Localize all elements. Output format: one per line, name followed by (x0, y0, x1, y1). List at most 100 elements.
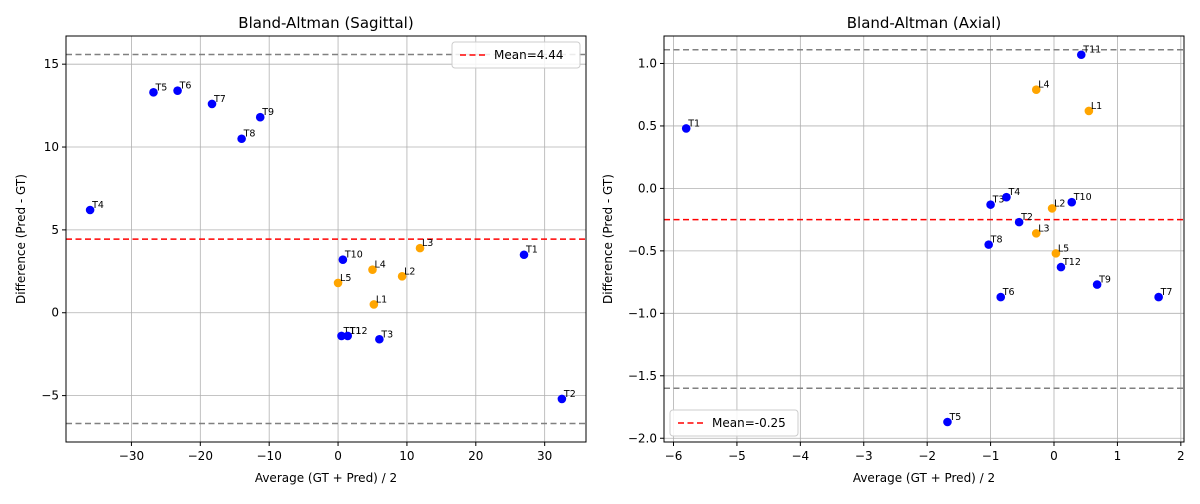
point-label-t4: T4 (91, 200, 104, 211)
point-label-l3: L3 (1038, 223, 1049, 234)
axes-frame (65, 35, 587, 443)
y-tick-label: 0.5 (638, 119, 657, 133)
point-label-l1: L1 (376, 294, 387, 305)
x-tick-label: −5 (728, 449, 746, 463)
x-tick-label: −20 (188, 449, 213, 463)
y-axis-label: Difference (Pred - GT) (601, 174, 615, 304)
point-label-t7: T7 (213, 94, 226, 105)
data-point-t11 (1076, 50, 1086, 60)
data-point-t10 (1067, 197, 1077, 207)
point-label-t8: T8 (990, 235, 1003, 246)
point-label-t7: T7 (1160, 287, 1173, 298)
point-label-t10: T10 (344, 250, 363, 261)
y-tick-label: 0.0 (638, 181, 657, 195)
point-label-t11: T11 (342, 326, 361, 337)
x-axis-label: Average (GT + Pred) / 2 (853, 471, 995, 485)
x-tick-label: −2 (918, 449, 936, 463)
data-point-t2 (557, 394, 567, 404)
data-point-t9 (255, 112, 265, 122)
point-label-l2: L2 (404, 266, 415, 277)
point-label-t12: T12 (1062, 257, 1081, 268)
y-tick-label: 15 (44, 57, 59, 71)
data-point-t8 (237, 134, 246, 144)
point-label-t9: T9 (261, 107, 274, 118)
x-tick-label: 2 (1177, 449, 1185, 463)
point-label-l3: L3 (422, 238, 433, 249)
x-tick-label: 30 (537, 449, 552, 463)
point-label-t4: T4 (1007, 187, 1020, 198)
data-point-l5 (333, 278, 343, 288)
point-label-t10: T10 (1073, 192, 1092, 203)
point-label-l4: L4 (1038, 80, 1049, 91)
data-point-t5 (149, 88, 158, 97)
point-label-t1: T1 (525, 245, 538, 256)
point-label-t12: T12 (349, 326, 368, 337)
data-point-t1 (519, 250, 529, 260)
data-point-l4 (368, 265, 377, 274)
y-tick-label: 10 (44, 140, 59, 154)
data-point-t9 (1092, 280, 1102, 289)
y-tick-label: 1.0 (638, 56, 657, 70)
legend-box (669, 409, 799, 437)
point-label-l5: L5 (1058, 243, 1069, 254)
data-point-l2 (1047, 204, 1057, 213)
point-label-t6: T6 (179, 81, 192, 92)
x-tick-label: −3 (855, 449, 873, 463)
chart-title: Bland-Altman (Axial) (847, 14, 1002, 32)
y-axis-label: Difference (Pred - GT) (14, 174, 28, 304)
data-point-t12 (1056, 262, 1066, 272)
point-label-t6: T6 (1002, 287, 1015, 298)
x-tick-label: −10 (257, 449, 282, 463)
data-point-l4 (1031, 85, 1041, 95)
data-point-t7 (207, 99, 217, 109)
data-point-l3 (415, 243, 425, 253)
x-axis-label: Average (GT + Pred) / 2 (255, 471, 397, 485)
data-point-t7 (1154, 292, 1163, 302)
data-point-l5 (1051, 249, 1061, 258)
y-tick-label: −0.5 (628, 244, 657, 258)
x-tick-label: 1 (1114, 449, 1122, 463)
y-tick-label: −5 (41, 389, 59, 403)
x-tick-label: −1 (982, 449, 1000, 463)
legend: Mean=4.44 (451, 41, 581, 69)
legend: Mean=-0.25 (669, 409, 799, 437)
point-label-t3: T3 (380, 329, 393, 340)
y-tick-label: 0 (51, 306, 59, 320)
legend-label: Mean=4.44 (494, 48, 563, 62)
point-label-t11: T11 (1082, 45, 1101, 56)
y-tick-label: −2.0 (628, 431, 657, 445)
data-point-t4 (1002, 192, 1011, 202)
data-point-t11 (337, 331, 346, 341)
y-tick-label: 5 (51, 223, 59, 237)
point-label-l1: L1 (1091, 101, 1102, 112)
data-point-t1 (681, 124, 691, 133)
data-point-t6 (996, 292, 1006, 302)
data-point-l3 (1031, 229, 1041, 238)
chart-title: Bland-Altman (Sagittal) (238, 14, 413, 32)
data-point-t8 (984, 240, 993, 249)
point-label-t5: T5 (948, 412, 961, 423)
legend-box (451, 41, 581, 69)
point-label-t8: T8 (243, 129, 256, 140)
x-tick-label: −30 (119, 449, 144, 463)
x-tick-label: 0 (334, 449, 342, 463)
point-label-t3: T3 (992, 195, 1005, 206)
axes-frame (663, 35, 1185, 443)
point-label-l5: L5 (340, 273, 351, 284)
data-point-l1 (1084, 106, 1094, 116)
data-point-t12 (343, 331, 352, 341)
data-point-l1 (369, 300, 379, 309)
x-tick-label: 10 (399, 449, 414, 463)
data-point-t6 (173, 86, 182, 95)
point-label-t1: T1 (687, 118, 700, 129)
data-point-t10 (338, 255, 348, 265)
point-label-t9: T9 (1098, 275, 1111, 286)
y-tick-label: −1.5 (628, 369, 657, 383)
data-point-l2 (397, 271, 407, 281)
data-point-t4 (85, 205, 95, 215)
y-tick-label: −1.0 (628, 306, 657, 320)
x-tick-label: −6 (665, 449, 683, 463)
